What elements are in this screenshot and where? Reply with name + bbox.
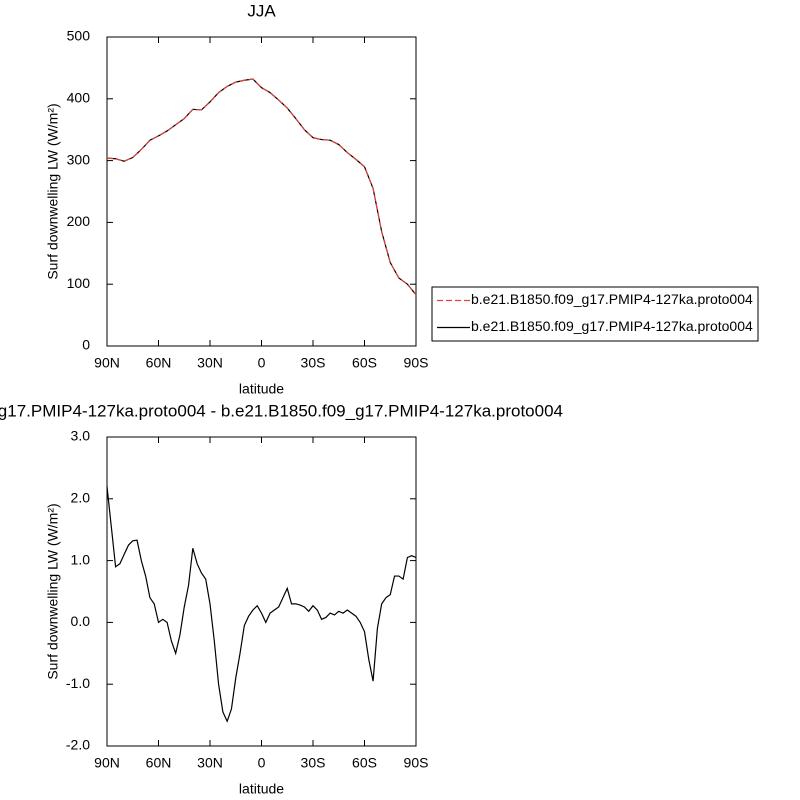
y-tick-label: 0 (82, 337, 90, 353)
x-axis-label: latitude (239, 381, 284, 397)
data-line (106, 78, 417, 296)
y-axis-label: Surf downwelling LW (W/m²) (45, 503, 61, 679)
x-tick-label: 30N (197, 755, 223, 771)
x-axis-label: latitude (239, 781, 284, 797)
legend-label: b.e21.B1850.f09_g17.PMIP4-127ka.proto004 (471, 291, 753, 307)
plot-frame (106, 436, 417, 747)
y-tick-label: 400 (67, 90, 91, 106)
x-tick-label: 90S (404, 755, 429, 771)
x-tick-label: 60S (352, 755, 377, 771)
y-tick-label: 200 (67, 213, 91, 229)
chart-title: .f09_g17.PMIP4-127ka.proto004 - b.e21.B1… (0, 401, 563, 420)
x-tick-label: 30N (197, 355, 223, 371)
x-tick-label: 30S (301, 755, 326, 771)
y-tick-label: 3.0 (71, 428, 91, 444)
y-axis-label: Surf downwelling LW (W/m²) (45, 103, 61, 279)
y-tick-label: 100 (67, 275, 91, 291)
x-tick-label: 90N (94, 355, 120, 371)
x-tick-label: 30S (301, 355, 326, 371)
x-tick-label: 60N (146, 355, 172, 371)
y-tick-label: -1.0 (66, 675, 90, 691)
chart-title: JJA (247, 1, 276, 20)
y-tick-label: 500 (67, 28, 91, 44)
x-tick-label: 60S (352, 355, 377, 371)
y-tick-label: -2.0 (66, 737, 90, 753)
x-tick-label: 90S (404, 355, 429, 371)
legend-box (431, 286, 759, 342)
legend-label: b.e21.B1850.f09_g17.PMIP4-127ka.proto004 (471, 318, 753, 334)
data-line (106, 486, 417, 723)
y-tick-label: 0.0 (71, 613, 91, 629)
y-tick-label: 300 (67, 151, 91, 167)
x-tick-label: 60N (146, 755, 172, 771)
x-tick-label: 0 (258, 755, 266, 771)
y-tick-label: 2.0 (71, 490, 91, 506)
data-line (106, 78, 417, 296)
plot-frame (106, 36, 417, 347)
x-tick-label: 90N (94, 755, 120, 771)
x-tick-label: 0 (258, 355, 266, 371)
y-tick-label: 1.0 (71, 551, 91, 567)
